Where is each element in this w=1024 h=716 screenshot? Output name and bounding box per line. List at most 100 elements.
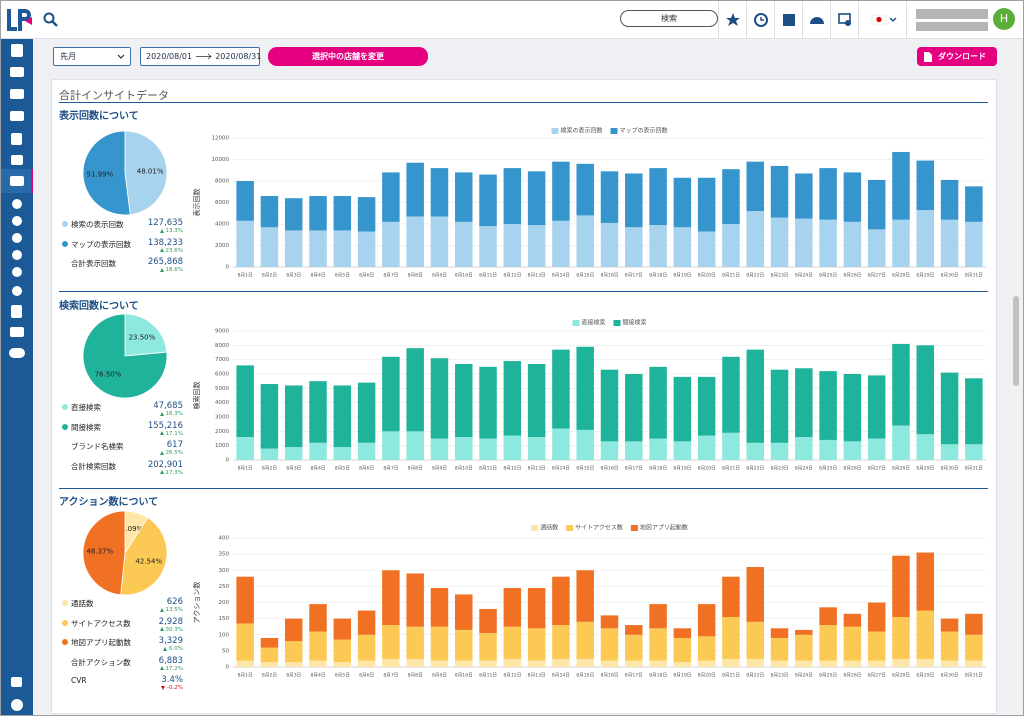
search-button[interactable]: 検索 — [620, 10, 718, 27]
x-tick-label: 8月23日 — [771, 673, 789, 679]
stat-label: 間接検索 — [71, 422, 101, 432]
pie-slice — [120, 517, 168, 596]
x-tick-label: 8月8日 — [408, 466, 423, 472]
bar-segment — [479, 226, 497, 267]
legend-label: 間接検索 — [623, 319, 647, 327]
bar-segment — [552, 220, 570, 267]
trend-arrow — [163, 646, 168, 651]
x-tick-label: 8月27日 — [868, 673, 886, 679]
x-tick-label: 8月27日 — [868, 466, 886, 472]
bar-segment — [843, 626, 862, 661]
stat-row: 地図アプリ起動数 3,329 6.0% — [59, 636, 183, 656]
trend-arrow — [159, 627, 164, 631]
date-range[interactable]: 2020/08/01 2020/08/31 — [140, 47, 261, 66]
x-tick-label: 8月9日 — [432, 673, 447, 679]
x-tick-label: 8月16日 — [601, 273, 619, 279]
bar-segment — [600, 628, 619, 661]
x-tick-label: 8月25日 — [819, 273, 837, 279]
bar-segment — [527, 587, 546, 629]
x-tick-label: 8月7日 — [383, 466, 398, 472]
user-org-placeholder — [916, 22, 988, 31]
stat-change-text: -0.2% — [167, 685, 183, 691]
store-button[interactable] — [774, 1, 802, 39]
y-axis-title: 表示回数 — [192, 189, 201, 217]
bar-segment — [940, 372, 959, 445]
favorites-button[interactable] — [718, 1, 746, 39]
x-tick-label: 8月1日 — [238, 273, 253, 279]
pie-label: 9.09% — [121, 525, 144, 533]
stat-change: 26.5% — [159, 450, 183, 456]
stat-change-text: 6.0% — [169, 646, 183, 652]
bar-segment — [430, 216, 449, 267]
bar-segment — [940, 631, 959, 661]
bar-segment — [649, 225, 667, 267]
period-select[interactable]: 先月 — [53, 47, 131, 66]
x-tick-label: 8月12日 — [503, 273, 521, 279]
scrollbar[interactable] — [1011, 41, 1021, 715]
x-tick-label: 8月19日 — [673, 673, 691, 679]
bar-segment — [576, 570, 594, 622]
x-tick-label: 8月24日 — [795, 273, 813, 279]
stat-value: 6,883 — [158, 655, 183, 666]
change-store-button[interactable]: 選択中の店舗を変更 — [268, 47, 428, 66]
legend-label: 検索の表示回数 — [560, 127, 602, 135]
stat-row: 直接検索 47,685 16.3% — [59, 401, 183, 421]
x-tick-label: 8月3日 — [286, 466, 301, 472]
bar-segment — [333, 447, 352, 460]
legend-dot — [62, 639, 68, 645]
bar-segment — [673, 177, 692, 228]
stat-change-text: 23.6% — [165, 247, 183, 254]
stat-change-text: 17.3% — [165, 469, 183, 476]
pie-label: 23.50% — [129, 333, 156, 341]
panel-title: アクション数について — [59, 497, 159, 508]
bar-segment — [892, 555, 910, 618]
bar-segment — [795, 634, 813, 661]
bar-segment — [965, 660, 983, 667]
bar-segment — [333, 662, 352, 667]
legend-dot — [62, 221, 68, 227]
bar-segment — [503, 224, 522, 267]
bar-segment — [746, 211, 764, 267]
bar-segment — [406, 431, 424, 460]
stat-row: マップの表示回数 138,233 23.6% — [59, 238, 183, 258]
history-button[interactable] — [746, 1, 774, 39]
bar-segment — [479, 438, 497, 460]
stat-change: 30.3% — [159, 627, 183, 633]
bar-segment — [722, 432, 740, 460]
x-tick-label: 8月25日 — [819, 673, 837, 679]
dashboard-button[interactable] — [802, 1, 830, 39]
avatar[interactable]: H — [993, 8, 1015, 30]
download-button[interactable]: ダウンロード — [917, 47, 997, 66]
legend: 直接検索 間接検索 — [572, 319, 647, 327]
legend-label: 通話数 — [540, 524, 558, 532]
logo[interactable] — [5, 7, 33, 33]
bar-segment — [552, 658, 570, 667]
x-tick-label: 8月1日 — [238, 673, 253, 679]
stat-change-text: 17.2% — [165, 665, 183, 672]
x-tick-label: 8月6日 — [359, 273, 374, 279]
y-tick-label: 9000 — [215, 329, 229, 335]
pie-slice — [124, 130, 168, 216]
stat-value: 3.4% — [161, 675, 183, 685]
x-tick-label: 8月29日 — [916, 673, 934, 679]
x-tick-label: 8月6日 — [359, 673, 374, 679]
stat-change: 17.1% — [159, 431, 183, 437]
language-button[interactable] — [858, 1, 906, 39]
bar-segment — [722, 658, 740, 667]
search-icon[interactable] — [43, 12, 59, 28]
x-tick-label: 8月2日 — [262, 466, 277, 472]
bar-segment — [916, 552, 935, 611]
bar-segment — [795, 368, 813, 438]
pie-label: 42.54% — [135, 557, 162, 565]
bar-segment — [600, 222, 619, 267]
user-button[interactable] — [830, 1, 858, 39]
bar-segment — [673, 637, 692, 663]
x-tick-label: 8月21日 — [722, 673, 740, 679]
trend-arrow — [159, 431, 164, 435]
bar-segment — [455, 660, 473, 667]
x-tick-label: 8月13日 — [528, 466, 546, 472]
bar-segment — [892, 151, 910, 220]
x-tick-label: 8月11日 — [479, 466, 497, 472]
y-tick-label: 6000 — [215, 372, 229, 378]
